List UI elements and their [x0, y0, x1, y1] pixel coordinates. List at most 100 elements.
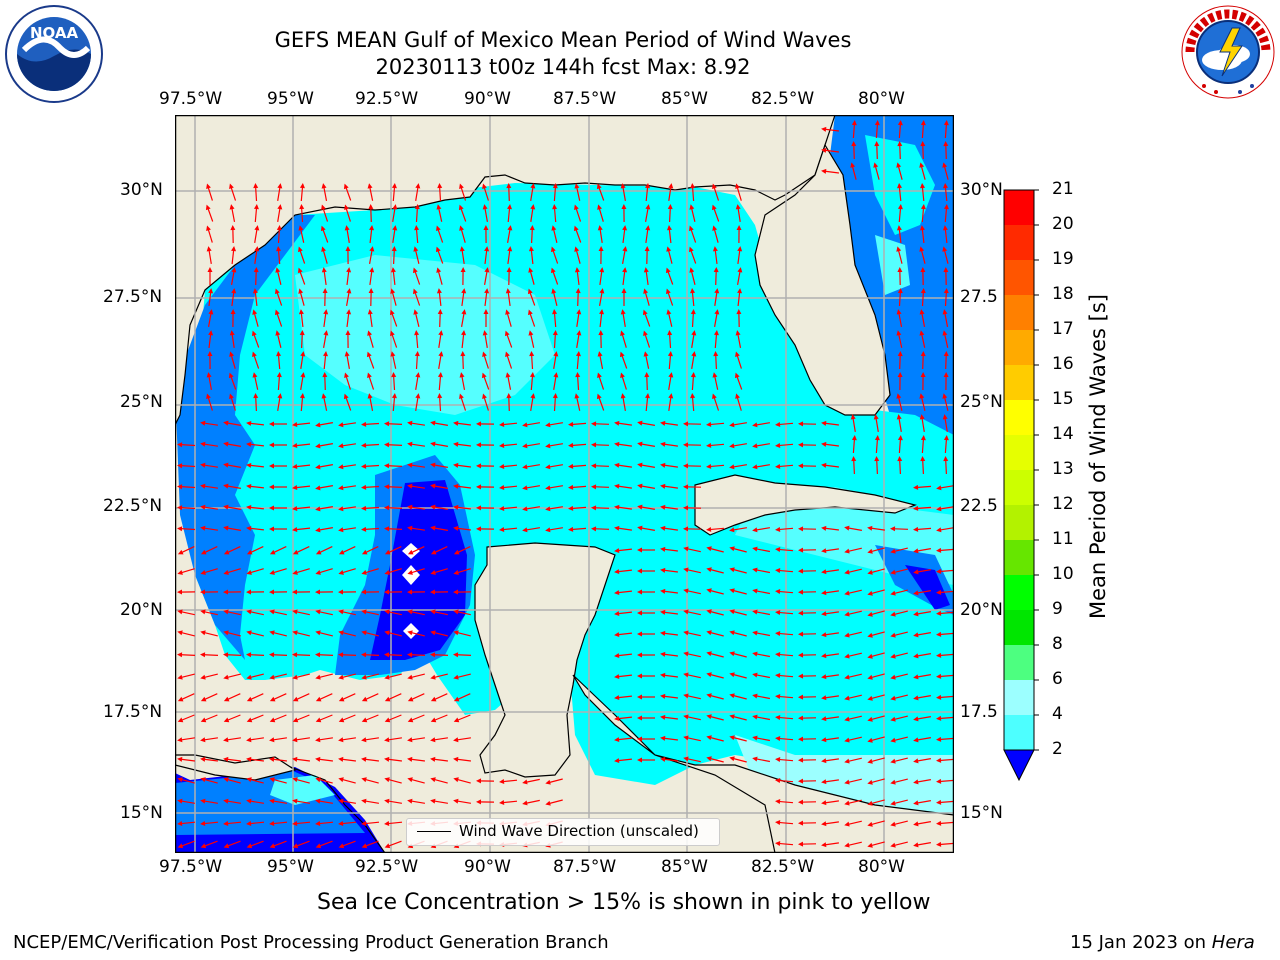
wind-arrow-head: [683, 693, 689, 699]
wind-arrow-head: [529, 372, 535, 378]
wind-arrow-head: [867, 525, 873, 531]
wind-arrow-head: [798, 421, 804, 427]
wind-arrow-head: [390, 351, 396, 357]
lon-label: 82.5°W: [751, 89, 815, 109]
wind-arrow-head: [850, 414, 856, 420]
wind-arrow-head: [591, 484, 597, 490]
wind-arrow-head: [574, 204, 579, 211]
wind-arrow-head: [369, 246, 375, 252]
wind-arrow-head: [522, 485, 528, 491]
wind-arrow-head: [752, 546, 758, 552]
wind-arrow-head: [913, 779, 919, 785]
wind-arrow-head: [269, 696, 276, 702]
wind-arrow-head: [338, 570, 344, 575]
wind-arrow-head: [706, 588, 712, 594]
wind-arrow-head: [367, 183, 373, 189]
colorbar-band: [1004, 260, 1034, 296]
lat-label: 27.5°N: [103, 287, 163, 307]
wind-arrow-head: [321, 246, 327, 252]
wind-arrow-head: [453, 777, 459, 783]
wind-arrow-head: [798, 820, 804, 826]
wind-arrow-head: [713, 351, 719, 357]
wind-arrow-head: [482, 393, 487, 399]
wind-arrow-head: [200, 756, 206, 762]
wind-arrow-head: [228, 372, 234, 379]
wind-arrow-head: [890, 821, 896, 827]
wind-arrow-head: [576, 309, 582, 315]
wind-arrow-head: [338, 798, 344, 804]
wind-arrow-head: [315, 549, 322, 555]
wind-arrow-head: [683, 630, 689, 636]
wind-arrow-head: [821, 821, 827, 827]
wind-arrow-head: [315, 798, 321, 804]
wind-arrow-head: [645, 183, 650, 189]
wind-arrow-head: [752, 735, 758, 741]
wind-arrow-head: [942, 246, 948, 252]
wind-arrow-head: [384, 674, 390, 680]
lat-label: 20°N: [960, 600, 1003, 620]
wind-arrow-head: [683, 651, 689, 657]
wind-arrow-head: [644, 246, 650, 252]
wind-arrow-head: [315, 696, 322, 702]
wind-arrow-head: [200, 504, 206, 510]
colorbar-tick-label: 11: [1052, 529, 1074, 549]
wind-arrow-head: [645, 225, 651, 231]
wind-arrow-head: [574, 246, 580, 252]
wind-arrow-head: [453, 589, 459, 595]
wind-arrow-head: [645, 204, 651, 210]
wind-arrow-head: [254, 246, 260, 252]
colorbar-band: [1004, 190, 1034, 226]
wind-arrow-head: [246, 549, 253, 555]
wind-arrow-head: [936, 547, 942, 553]
wind-arrow-head: [269, 652, 275, 658]
wind-arrow-head: [499, 527, 505, 532]
wind-arrow-head: [321, 393, 327, 399]
wind-arrow-head: [913, 842, 919, 848]
wind-arrow-head: [821, 525, 827, 531]
wind-arrow-head: [407, 441, 413, 447]
wind-arrow-head: [407, 609, 413, 615]
wind-arrow-head: [208, 330, 214, 336]
wind-arrow-head: [729, 546, 735, 552]
wind-arrow-head: [200, 843, 207, 849]
wind-arrow-head: [614, 695, 620, 701]
wind-arrow-head: [407, 652, 413, 658]
wind-arrow-head: [269, 737, 275, 743]
wind-arrow-head: [614, 716, 620, 722]
wind-arrow-head: [229, 393, 234, 400]
wind-arrow-head: [437, 183, 443, 189]
map-legend: Wind Wave Direction (unscaled): [406, 818, 720, 846]
lon-label: 95°W: [267, 89, 314, 109]
wind-arrow-head: [660, 609, 666, 615]
wind-arrow-head: [936, 589, 942, 595]
wind-arrow-head: [574, 183, 580, 189]
wind-arrow-head: [597, 204, 602, 210]
wind-arrow-head: [200, 777, 206, 783]
wind-arrow-head: [430, 525, 436, 531]
wind-arrow-head: [453, 798, 459, 804]
wind-arrow-head: [505, 309, 511, 315]
wind-arrow-head: [476, 442, 482, 448]
wind-arrow-head: [246, 717, 253, 723]
wind-arrow-head: [844, 758, 850, 764]
wind-arrow-head: [867, 800, 873, 806]
wind-arrow-head: [315, 717, 322, 723]
wind-arrow-head: [890, 653, 896, 659]
wind-arrow-head: [688, 246, 694, 253]
wind-arrow-head: [200, 549, 207, 555]
wind-arrow-head: [596, 183, 602, 190]
wind-arrow-head: [896, 414, 902, 420]
wind-arrow-head: [200, 525, 206, 531]
wind-arrow-head: [711, 204, 717, 211]
wind-arrow-head: [430, 798, 436, 804]
wind-arrow-head: [713, 267, 719, 273]
wind-arrow-head: [391, 393, 397, 399]
wind-arrow-head: [729, 735, 735, 741]
wind-arrow-head: [599, 309, 605, 315]
wind-arrow-head: [453, 420, 459, 426]
wind-arrow-head: [390, 267, 396, 273]
wind-arrow-head: [637, 757, 643, 763]
wind-arrow-head: [315, 674, 321, 680]
legend-label: Wind Wave Direction (unscaled): [459, 822, 699, 840]
wind-arrow-head: [177, 609, 183, 615]
